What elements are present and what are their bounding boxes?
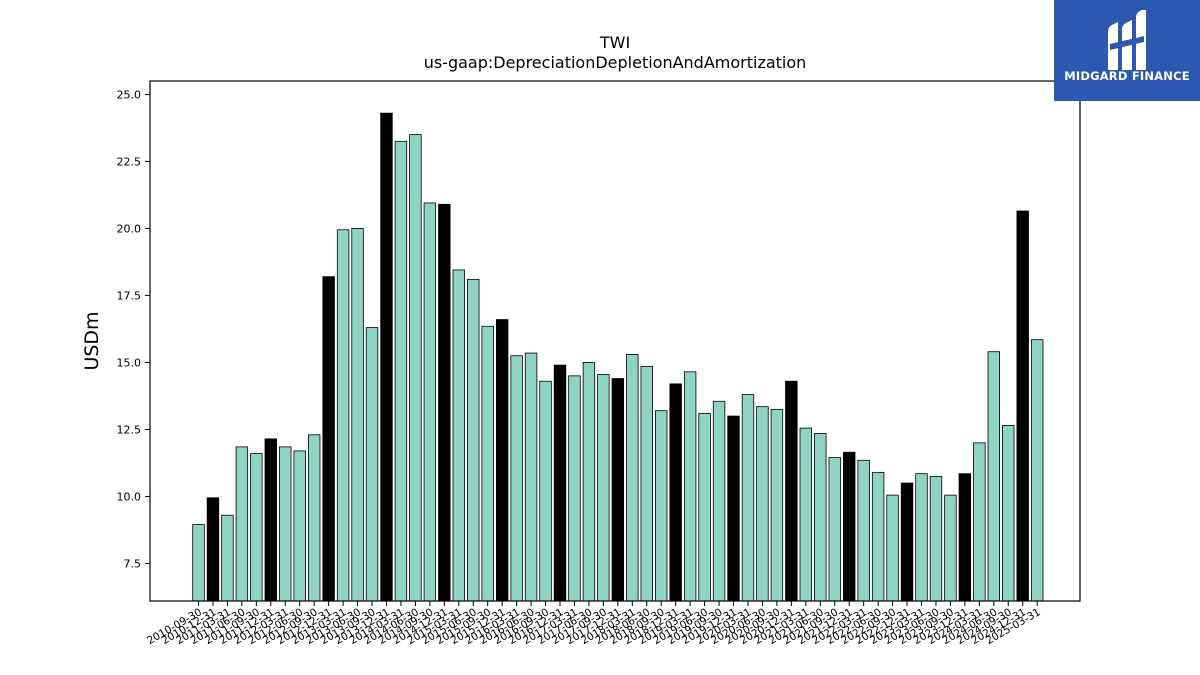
- bar-2012-03-31: [279, 446, 292, 602]
- bar-2017-12-31: [611, 378, 625, 602]
- brand-logo: MIDGARD FINANCE: [1054, 0, 1200, 101]
- bar-2010-12-31: [206, 497, 220, 602]
- bar-2011-06-30: [235, 446, 249, 602]
- bars-group: [192, 112, 1044, 602]
- bar-2016-03-31: [510, 355, 523, 602]
- bar-2020-12-31: [785, 380, 798, 602]
- bar-2024-09-30: [1002, 425, 1015, 602]
- bar-2012-06-30: [293, 450, 306, 602]
- y-tick-label: 12.5: [117, 423, 142, 436]
- bar-2013-03-31: [336, 229, 350, 602]
- bar-2021-03-31: [799, 427, 813, 602]
- bar-2023-12-31: [958, 473, 972, 602]
- bar-2016-12-31: [553, 364, 567, 602]
- y-tick-label: 20.0: [117, 222, 142, 235]
- y-tick-label: 15.0: [117, 356, 142, 369]
- bar-2017-06-30: [582, 362, 596, 602]
- bar-2019-09-30: [712, 400, 726, 602]
- bar-2021-06-30: [814, 433, 827, 602]
- bar-2022-12-31: [900, 482, 914, 602]
- bar-2018-09-30: [655, 410, 668, 602]
- y-axis-label: USDm: [81, 311, 103, 370]
- midgard-logo-icon: [1108, 10, 1146, 70]
- chart-subtitle: us-gaap:DepreciationDepletionAndAmortiza…: [424, 53, 807, 72]
- bar-2019-06-30: [698, 412, 711, 602]
- bar-2017-03-31: [568, 375, 581, 602]
- y-tick-label: 22.5: [117, 155, 142, 168]
- bar-2018-03-31: [626, 353, 639, 602]
- x-axis-ticks: 2010-09-302010-12-312011-03-312011-06-30…: [145, 601, 1043, 647]
- bar-2010-09-30: [192, 524, 205, 602]
- chart-title: TWI: [599, 33, 630, 52]
- bar-2017-09-30: [597, 374, 610, 602]
- bar-2025-03-31: [1030, 339, 1044, 602]
- bar-2021-12-31: [843, 451, 856, 602]
- bar-2023-06-30: [929, 475, 943, 602]
- bar-2023-09-30: [944, 494, 957, 602]
- bar-2016-09-30: [539, 380, 552, 602]
- bar-2021-09-30: [828, 457, 841, 602]
- bar-2024-06-30: [987, 351, 1001, 602]
- bar-2011-03-31: [221, 514, 234, 602]
- bar-2019-12-31: [727, 415, 740, 602]
- y-tick-label: 25.0: [117, 88, 142, 101]
- y-tick-label: 17.5: [117, 289, 142, 302]
- bar-2012-09-30: [307, 434, 321, 602]
- bar-2022-03-31: [857, 459, 870, 602]
- plot-frame: [149, 80, 1081, 602]
- bar-2014-12-31: [438, 203, 451, 602]
- bar-2024-03-31: [973, 442, 986, 602]
- bar-2024-12-31: [1016, 210, 1029, 602]
- bar-2013-12-31: [380, 112, 393, 602]
- y-tick-label: 10.0: [117, 490, 142, 503]
- bar-2023-03-31: [915, 473, 928, 602]
- bar-2016-06-30: [524, 352, 538, 602]
- bar-2018-06-30: [640, 366, 653, 602]
- bar-2015-12-31: [495, 319, 509, 602]
- bar-2014-06-30: [409, 134, 422, 602]
- bar-2015-09-30: [481, 325, 494, 602]
- bar-2011-12-31: [264, 438, 278, 602]
- bar-2020-06-30: [756, 406, 769, 602]
- bar-2015-03-31: [452, 269, 465, 602]
- bar-2018-12-31: [669, 383, 682, 602]
- y-axis-ticks: 7.5 10.0 12.5 15.0 17.5 20.0 22.5 25.0: [117, 88, 150, 570]
- bar-2019-03-31: [683, 371, 697, 602]
- logo-text: MIDGARD FINANCE: [1064, 69, 1190, 83]
- bar-2022-09-30: [886, 494, 899, 602]
- bar-2013-06-30: [351, 228, 364, 602]
- bar-2013-09-30: [365, 327, 379, 602]
- bar-2014-03-31: [394, 140, 408, 602]
- bar-2012-12-31: [322, 276, 335, 602]
- bar-2020-03-31: [741, 394, 755, 602]
- bar-2020-09-30: [770, 408, 784, 602]
- y-tick-label: 7.5: [124, 557, 142, 570]
- bar-2014-09-30: [423, 202, 437, 602]
- bar-2011-09-30: [250, 453, 263, 602]
- bar-2022-06-30: [871, 471, 885, 602]
- bar-2015-06-30: [467, 278, 480, 602]
